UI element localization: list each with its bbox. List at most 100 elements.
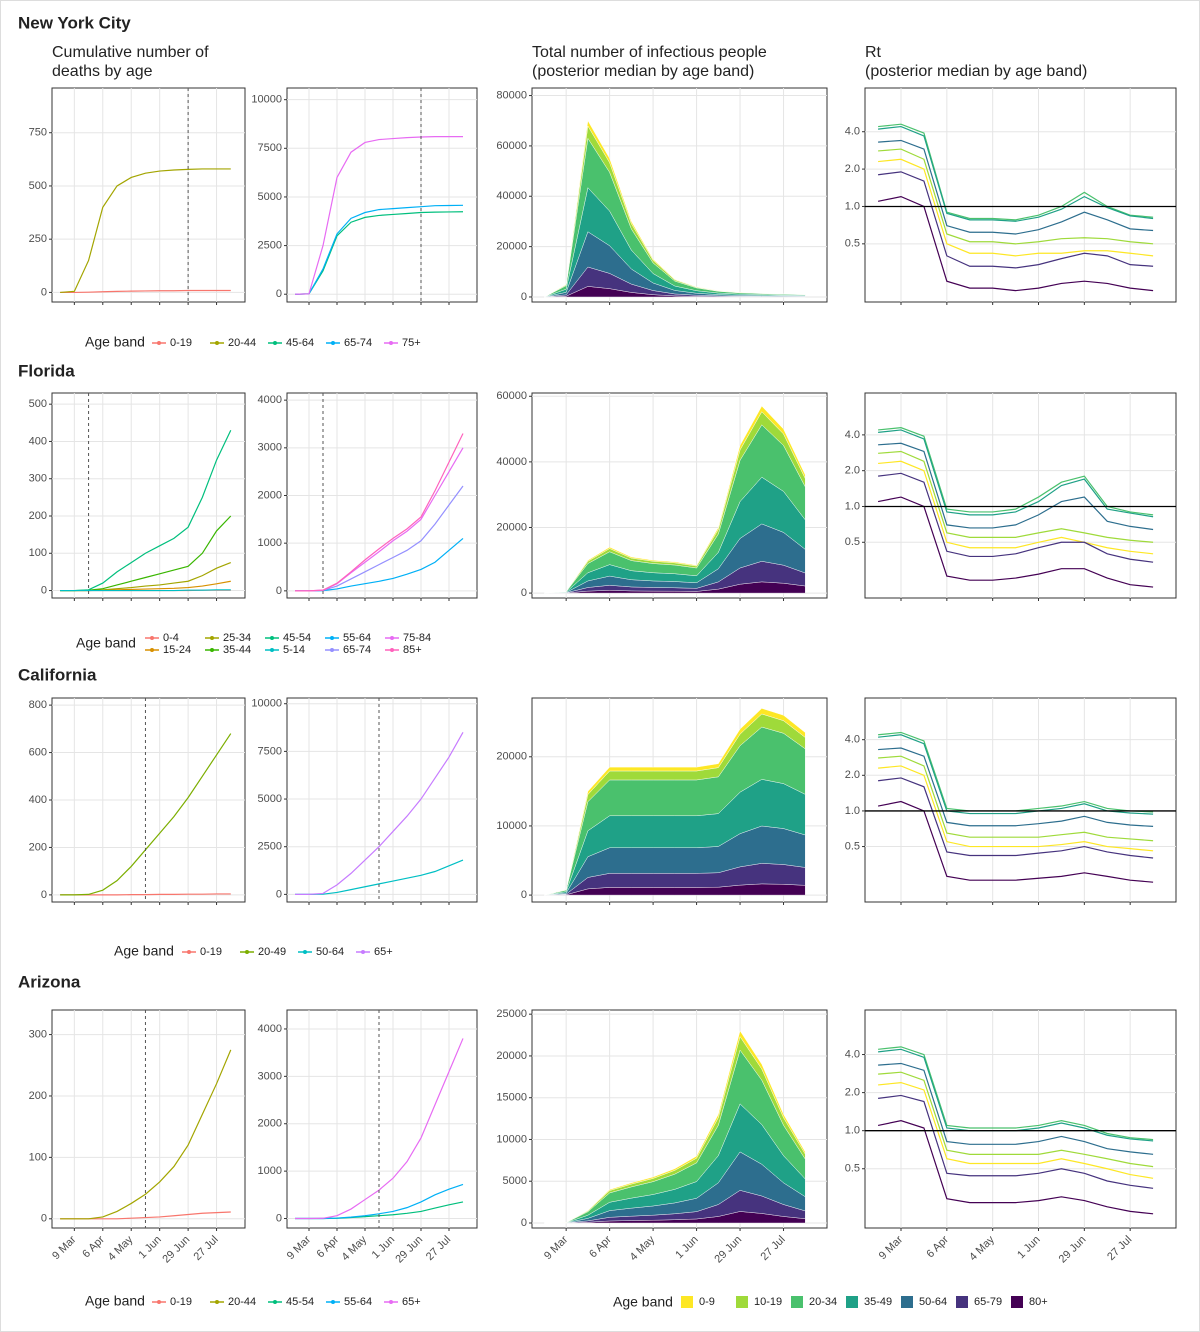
y-tick-label: 800	[29, 699, 47, 711]
y-tick-label: 600	[29, 746, 47, 758]
y-tick-label: 1.0	[845, 1125, 860, 1137]
line	[60, 289, 231, 294]
y-tick-label: 5000	[258, 191, 282, 203]
legend-key	[390, 648, 394, 652]
y-tick-label: 0	[521, 291, 527, 303]
legend-label: 80+	[1029, 1296, 1048, 1308]
legend-key	[681, 1296, 693, 1308]
legend-key	[210, 648, 214, 652]
legend-key	[846, 1296, 858, 1308]
line	[878, 442, 1154, 531]
y-tick-label: 0	[521, 1217, 527, 1229]
line	[60, 168, 231, 294]
legend-label: 65-79	[974, 1296, 1002, 1308]
legend-label: 20-34	[809, 1296, 837, 1308]
legend-key	[157, 1300, 161, 1304]
y-tick-label: 2000	[258, 1118, 282, 1130]
legend-key	[273, 341, 277, 345]
y-tick-label: 40000	[496, 456, 527, 468]
y-tick-label: 400	[29, 435, 47, 447]
y-tick-label: 250	[29, 233, 47, 245]
y-tick-label: 20000	[496, 241, 527, 253]
panel	[51, 392, 246, 599]
y-tick-label: 60000	[496, 140, 527, 152]
legend-label: 85+	[403, 644, 422, 656]
y-tick-label: 2000	[258, 489, 282, 501]
legend-key	[210, 636, 214, 640]
legend-label: 35-44	[223, 644, 251, 656]
line	[878, 1046, 1154, 1141]
legend-label: 50-64	[316, 946, 344, 958]
legend-label: 45-54	[286, 1296, 314, 1308]
line	[878, 158, 1154, 257]
line	[294, 136, 463, 295]
state-label: Arizona	[18, 972, 81, 991]
line	[295, 859, 464, 895]
y-tick-label: 0	[41, 286, 47, 298]
legend-label: 75+	[402, 337, 421, 349]
legend-title: Age band	[613, 1294, 673, 1310]
legend-key	[330, 636, 334, 640]
line	[878, 777, 1154, 859]
legend-key	[956, 1296, 968, 1308]
y-tick-label: 500	[29, 398, 47, 410]
y-tick-label: 7500	[258, 142, 282, 154]
line	[878, 765, 1154, 852]
y-tick-label: 10000	[496, 820, 527, 832]
legend-key	[270, 636, 274, 640]
line	[878, 429, 1154, 518]
legend-label: 15-24	[163, 644, 191, 656]
legend-label: 0-19	[170, 1296, 192, 1308]
line	[878, 171, 1154, 269]
y-tick-label: 1000	[258, 537, 282, 549]
line	[295, 732, 464, 895]
y-tick-label: 0.5	[845, 238, 860, 250]
legend-label: 65-74	[343, 644, 371, 656]
y-tick-label: 7500	[258, 745, 282, 757]
y-tick-label: 4000	[258, 1023, 282, 1035]
y-tick-label: 300	[29, 1028, 47, 1040]
line	[877, 1120, 1154, 1215]
panel	[51, 1009, 246, 1229]
y-tick-label: 750	[29, 127, 47, 139]
panel	[286, 1009, 478, 1229]
legend-label: 65+	[402, 1296, 421, 1308]
line	[878, 472, 1154, 563]
line	[60, 430, 232, 592]
y-tick-label: 0	[276, 1212, 282, 1224]
y-tick-label: 60000	[496, 390, 527, 402]
legend-key	[303, 950, 307, 954]
y-tick-label: 15000	[496, 1092, 527, 1104]
legend-key	[1011, 1296, 1023, 1308]
legend-key	[270, 648, 274, 652]
y-tick-label: 4.0	[845, 734, 860, 746]
panel	[864, 1009, 1177, 1229]
legend-key	[330, 648, 334, 652]
y-tick-label: 1.0	[845, 200, 860, 212]
chart-title: deaths by age	[52, 63, 153, 80]
legend-key	[215, 341, 219, 345]
y-tick-label: 500	[29, 180, 47, 192]
panel	[286, 87, 478, 303]
y-tick-label: 20000	[496, 751, 527, 763]
y-tick-label: 5000	[503, 1175, 527, 1187]
line	[878, 1094, 1154, 1189]
line	[60, 589, 231, 592]
y-tick-label: 4.0	[845, 126, 860, 138]
y-tick-label: 0	[521, 587, 527, 599]
state-label: California	[18, 665, 97, 684]
line	[878, 1081, 1154, 1179]
legend-title: Age band	[114, 943, 174, 959]
y-tick-label: 200	[29, 1090, 47, 1102]
y-tick-label: 10000	[251, 698, 282, 710]
panel	[864, 87, 1177, 303]
line	[878, 1071, 1154, 1168]
legend-label: 55-64	[343, 632, 371, 644]
panel	[864, 697, 1177, 903]
panel	[286, 697, 478, 903]
legend-key	[187, 950, 191, 954]
legend-label: 0-19	[170, 337, 192, 349]
legend-label: 35-49	[864, 1296, 892, 1308]
legend-label: 0-4	[163, 632, 179, 644]
